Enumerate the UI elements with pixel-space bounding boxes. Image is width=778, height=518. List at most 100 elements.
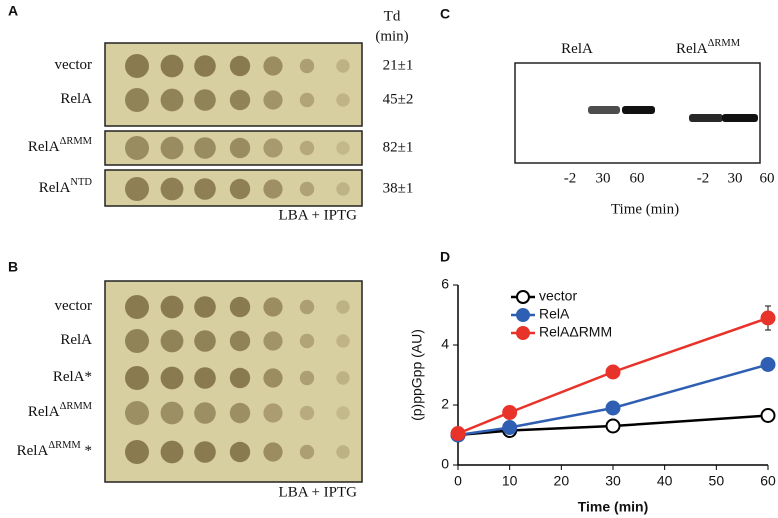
data-point xyxy=(760,310,776,326)
x-tick-label: 0 xyxy=(454,473,462,489)
colony-spot xyxy=(125,177,149,201)
colony-spot xyxy=(229,441,251,463)
colony-spot xyxy=(299,405,315,421)
colony-spot xyxy=(229,402,251,424)
colony-spot xyxy=(125,136,149,160)
x-tick-label: 50 xyxy=(709,473,725,489)
colony-spot xyxy=(263,56,283,76)
label-sup: ΔRMM xyxy=(48,440,81,451)
strain-label: vector xyxy=(55,298,92,314)
x-axis-title: Time (min) xyxy=(578,499,649,515)
label-text: RelA xyxy=(28,139,60,155)
colony-spot xyxy=(263,179,283,199)
colony-spot xyxy=(229,137,251,159)
td-value: 21±1 xyxy=(383,57,414,73)
colony-spot xyxy=(336,371,350,385)
x-tick-label: 10 xyxy=(502,473,518,489)
label-text: RelA* xyxy=(53,369,92,385)
colony-spot xyxy=(194,330,216,352)
band xyxy=(622,106,655,114)
label-text: RelA xyxy=(28,404,60,420)
colony-spot xyxy=(336,59,350,73)
colony-spot xyxy=(194,296,216,318)
strain-label: RelA xyxy=(60,91,92,107)
colony-spot xyxy=(263,297,283,317)
x-axis-title: Time (min) xyxy=(611,201,679,217)
label-text: RelA xyxy=(60,332,92,348)
colony-spot xyxy=(194,367,216,389)
lane-label: 30 xyxy=(596,170,611,186)
strain-label: RelAΔRMM xyxy=(28,401,93,420)
colony-spot xyxy=(194,55,216,77)
colony-spot xyxy=(125,401,149,425)
group-label: RelA xyxy=(561,41,593,57)
label-sup: ΔRMM xyxy=(708,38,741,49)
label-text: RelA xyxy=(676,41,708,57)
group-label: RelAΔRMM xyxy=(676,38,741,57)
legend-marker xyxy=(516,308,530,322)
colony-spot xyxy=(299,444,315,460)
td-value: 38±1 xyxy=(383,180,414,196)
medium-label: LBA + IPTG xyxy=(279,207,358,223)
label-after: * xyxy=(81,443,92,459)
x-tick-label: 40 xyxy=(657,473,673,489)
strain-label: RelA xyxy=(60,332,92,348)
colony-spot xyxy=(194,441,216,463)
colony-spot xyxy=(194,402,216,424)
x-tick-label: 20 xyxy=(554,473,570,489)
label-sup: NTD xyxy=(70,177,92,188)
colony-spot xyxy=(160,136,184,160)
lane-label: 60 xyxy=(760,170,775,186)
legend-label: vector xyxy=(539,288,577,304)
colony-spot xyxy=(229,55,251,77)
y-tick-label: 6 xyxy=(441,276,449,292)
series-line xyxy=(457,363,769,437)
colony-spot xyxy=(336,93,350,107)
colony-spot xyxy=(125,295,149,319)
panel-label: B xyxy=(8,259,18,275)
colony-spot xyxy=(299,92,315,108)
lane-label: -2 xyxy=(697,170,710,186)
panel-label: C xyxy=(440,6,450,22)
colony-spot xyxy=(299,299,315,315)
colony-spot xyxy=(263,442,283,462)
colony-spot xyxy=(160,177,184,201)
colony-spot xyxy=(194,178,216,200)
strain-label: RelAΔRMM xyxy=(28,136,93,155)
lane-label: -2 xyxy=(564,170,577,186)
td-value: 82±1 xyxy=(383,139,414,155)
legend-label: RelA xyxy=(539,306,570,322)
data-point xyxy=(605,400,621,416)
td-header: Td xyxy=(384,8,401,24)
colony-spot xyxy=(229,89,251,111)
colony-spot xyxy=(229,367,251,389)
data-point xyxy=(502,405,518,420)
strain-label: RelANTD xyxy=(39,177,93,196)
colony-spot xyxy=(336,334,350,348)
legend-marker xyxy=(516,290,530,304)
colony-spot xyxy=(299,370,315,386)
y-tick-label: 2 xyxy=(441,396,449,412)
colony-spot xyxy=(229,330,251,352)
colony-spot xyxy=(336,406,350,420)
band xyxy=(588,106,620,114)
band xyxy=(689,114,723,122)
colony-spot xyxy=(299,58,315,74)
data-point xyxy=(605,418,621,434)
strain-label: vector xyxy=(55,57,92,73)
td-header: (min) xyxy=(375,28,408,44)
colony-spot xyxy=(160,366,184,390)
colony-spot xyxy=(125,54,149,78)
x-tick-label: 60 xyxy=(760,473,776,489)
label-text: RelA xyxy=(60,91,92,107)
colony-spot xyxy=(263,368,283,388)
colony-spot xyxy=(125,366,149,390)
colony-spot xyxy=(125,329,149,353)
series-line xyxy=(457,316,769,435)
lane-label: 60 xyxy=(630,170,645,186)
medium-label: LBA + IPTG xyxy=(279,484,358,500)
colony-spot xyxy=(299,181,315,197)
data-point xyxy=(605,364,621,380)
